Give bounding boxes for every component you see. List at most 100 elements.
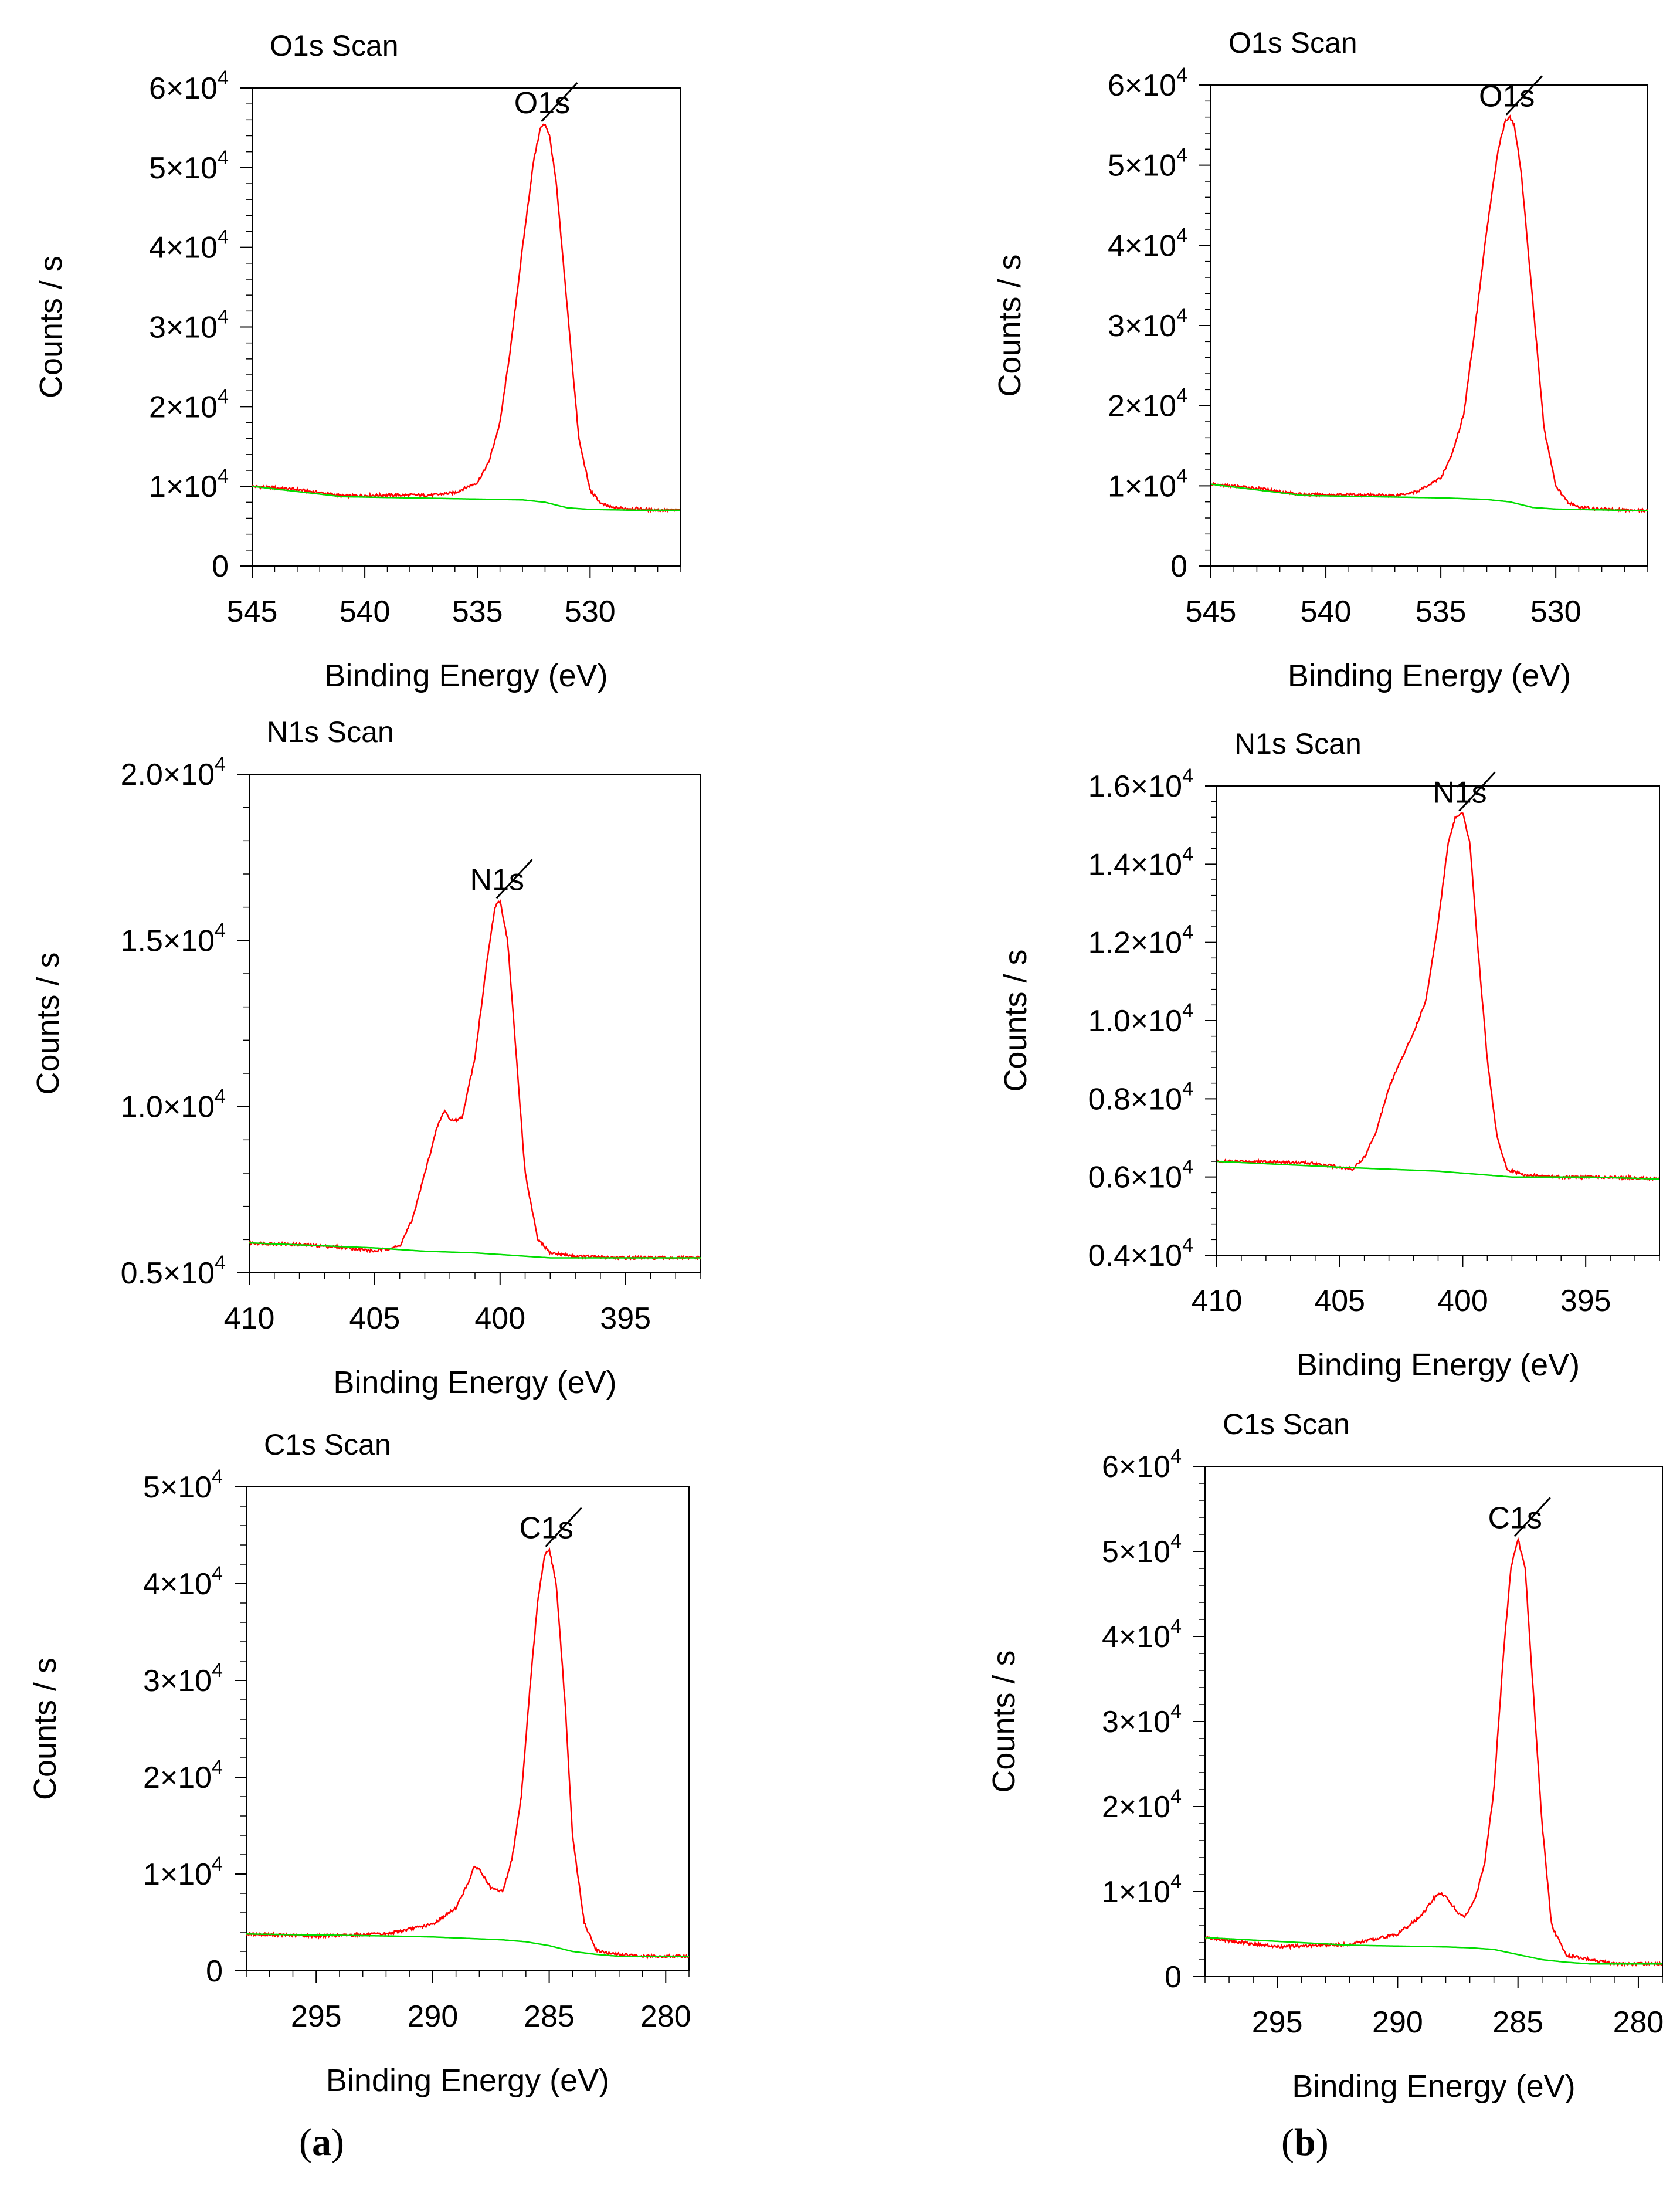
- panel-label-a: (a): [299, 2121, 344, 2164]
- y-tick-label: 1.5×104: [121, 919, 226, 958]
- y-axis-label: Counts / s: [998, 949, 1033, 1092]
- y-tick-label: 6×104: [1102, 1445, 1182, 1484]
- panel-label-b: (b): [1281, 2121, 1329, 2164]
- y-tick-label: 2.0×104: [121, 753, 226, 792]
- chart-a-n1s: N1s Scan 410 405 400 395 0.5×104 1.0×104 1.5×10…: [30, 716, 701, 1400]
- x-tick-label: 530: [565, 595, 616, 629]
- y-axis-label: Counts / s: [992, 254, 1027, 397]
- y-tick-label: 0: [1165, 1960, 1182, 1994]
- y-tick-label: 1.2×104: [1088, 921, 1193, 960]
- y-tick-label: 0.4×104: [1088, 1234, 1193, 1273]
- y-tick-label: 4×104: [1108, 224, 1187, 263]
- y-tick-label: 2×104: [1108, 385, 1187, 423]
- chart-b-c1s: C1s Scan 295 290 285 280 0 1×104 2×104 3×104 4×10…: [986, 1408, 1664, 2104]
- y-tick-label: 2×104: [143, 1756, 223, 1795]
- y-tick-label: 3×104: [1108, 304, 1187, 343]
- chart-title: C1s Scan: [264, 1428, 391, 1461]
- y-tick-label: 1×104: [143, 1853, 223, 1892]
- x-tick-label: 395: [600, 1302, 651, 1336]
- spectrum-line: [1217, 812, 1659, 1181]
- peak-label: O1s: [1479, 80, 1535, 114]
- x-tick-label: 530: [1530, 595, 1581, 629]
- y-tick-label: 4×104: [149, 226, 229, 265]
- y-tick-label: 1×104: [1102, 1871, 1182, 1909]
- x-axis-label: Binding Energy (eV): [324, 658, 607, 693]
- peak-label: N1s: [1433, 776, 1486, 810]
- background-line: [252, 485, 680, 511]
- y-axis-label: Counts / s: [30, 952, 66, 1094]
- x-axis-label: Binding Energy (eV): [333, 1365, 616, 1400]
- chart-b-o1s: O1s Scan 545 540 535 530 0 1×104 2×104 3×104 4×10…: [992, 26, 1648, 693]
- background-line: [1217, 1160, 1659, 1180]
- plot-frame: [1204, 1466, 1663, 1977]
- peak-marker: [545, 1507, 582, 1547]
- y-tick-label: 6×104: [1108, 64, 1187, 103]
- chart-title: O1s Scan: [1228, 26, 1357, 59]
- background-line: [1205, 1937, 1662, 1965]
- x-tick-label: 545: [1186, 595, 1237, 629]
- y-tick-label: 5×104: [1108, 144, 1187, 183]
- chart-title: N1s Scan: [1234, 727, 1362, 760]
- x-tick-label: 545: [227, 595, 278, 629]
- peak-label: C1s: [1488, 1501, 1542, 1535]
- spectrum-line: [1211, 114, 1648, 514]
- x-tick-label: 405: [349, 1302, 401, 1336]
- chart-a-o1s: O1s Scan 545 540 535 530 0 1×104 2×104 3×104 4×10…: [33, 29, 681, 693]
- chart-title: O1s Scan: [270, 29, 399, 62]
- y-tick-label: 5×104: [143, 1466, 223, 1504]
- x-tick-label: 400: [474, 1302, 525, 1336]
- peak-marker: [541, 82, 578, 123]
- x-tick-label: 290: [1372, 2005, 1423, 2039]
- peak-marker: [1505, 75, 1543, 116]
- peak-marker: [495, 859, 533, 899]
- x-tick-label: 400: [1437, 1284, 1488, 1318]
- y-tick-label: 3×104: [143, 1659, 223, 1698]
- y-tick-label: 6×104: [149, 67, 229, 106]
- y-tick-label: 1.6×104: [1088, 765, 1193, 804]
- spectrum-line: [246, 1547, 689, 1960]
- y-tick-label: 4×104: [143, 1563, 223, 1601]
- x-tick-label: 280: [1613, 2005, 1664, 2039]
- y-tick-label: 0: [212, 550, 229, 584]
- x-axis-label: Binding Energy (eV): [1292, 2069, 1575, 2104]
- x-axis-label: Binding Energy (eV): [1297, 1347, 1580, 1382]
- x-tick-label: 410: [1192, 1284, 1243, 1318]
- y-tick-label: 1×104: [1108, 465, 1187, 503]
- x-tick-label: 280: [640, 2000, 691, 2034]
- peak-label: C1s: [519, 1512, 573, 1546]
- peak-label: N1s: [470, 863, 524, 897]
- chart-b-n1s: N1s Scan 410 405 400 395 0.4×104 0.6×104 0.8×10…: [998, 727, 1660, 1382]
- x-tick-label: 540: [1301, 595, 1352, 629]
- x-tick-label: 295: [1252, 2005, 1303, 2039]
- y-axis-label: Counts / s: [986, 1650, 1021, 1792]
- y-tick-label: 0: [206, 1954, 223, 1988]
- x-tick-label: 295: [291, 2000, 342, 2034]
- x-tick-label: 290: [408, 2000, 459, 2034]
- chart-title: C1s Scan: [1223, 1408, 1350, 1441]
- background-line: [1211, 483, 1648, 511]
- y-tick-label: 0.6×104: [1088, 1156, 1193, 1195]
- plot-frame: [1210, 84, 1648, 567]
- peak-marker: [1513, 1497, 1551, 1537]
- y-tick-label: 0.5×104: [121, 1252, 226, 1290]
- chart-a-c1s: C1s Scan 295 290 285 280 0 1×104 2×104 3×104 4×10…: [28, 1428, 691, 2098]
- chart-title: N1s Scan: [267, 716, 394, 748]
- y-tick-label: 1.4×104: [1088, 843, 1193, 882]
- y-tick-label: 0.8×104: [1088, 1077, 1193, 1116]
- x-tick-label: 535: [452, 595, 503, 629]
- y-tick-label: 2×104: [1102, 1785, 1182, 1824]
- y-tick-label: 1.0×104: [1088, 999, 1193, 1038]
- y-tick-label: 0: [1170, 550, 1187, 584]
- spectrum-line: [252, 123, 680, 513]
- y-tick-label: 5×104: [1102, 1530, 1182, 1569]
- y-axis-label: Counts / s: [33, 256, 69, 398]
- x-tick-label: 535: [1416, 595, 1467, 629]
- y-tick-label: 1×104: [149, 465, 229, 504]
- y-tick-label: 3×104: [1102, 1700, 1182, 1739]
- x-tick-label: 540: [340, 595, 391, 629]
- spectrum-line: [249, 899, 701, 1262]
- y-axis-label: Counts / s: [28, 1658, 63, 1800]
- x-tick-label: 410: [224, 1302, 275, 1336]
- peak-marker: [1458, 771, 1496, 812]
